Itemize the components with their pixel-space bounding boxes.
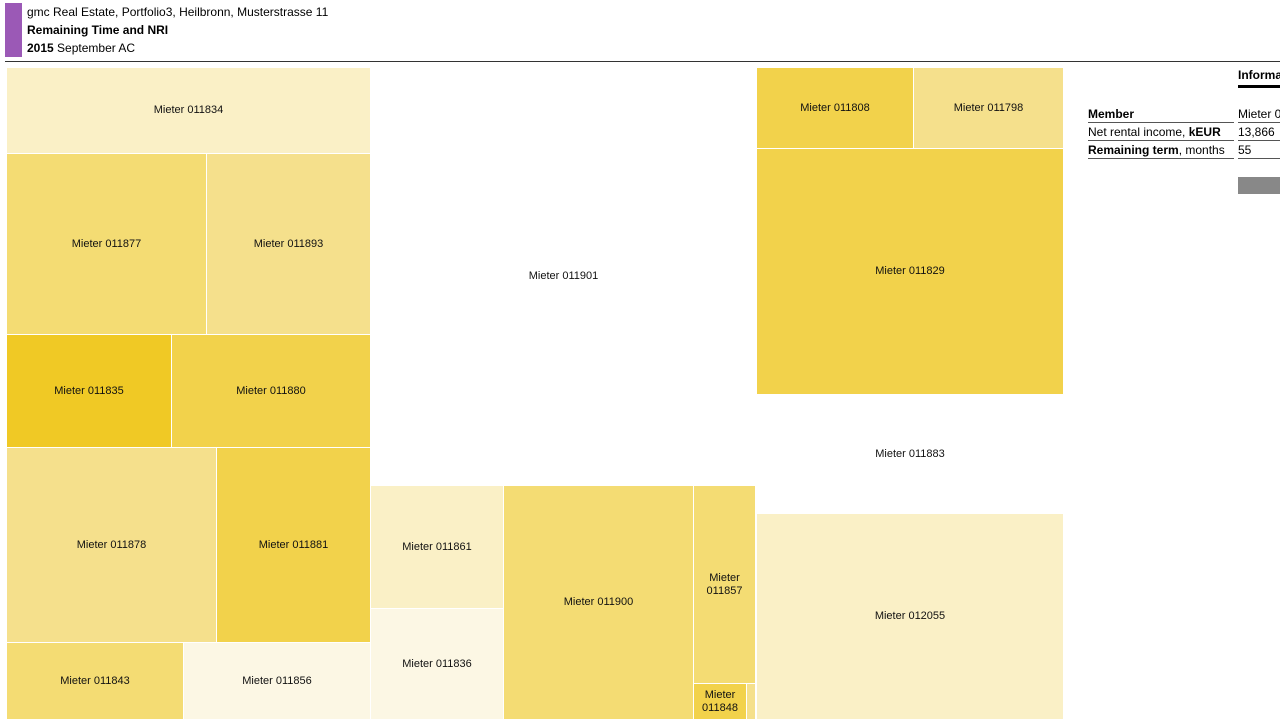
report-title: Remaining Time and NRI: [27, 23, 169, 37]
treemap-tile-label: Mieter 011878: [76, 538, 147, 551]
treemap-tile[interactable]: Mieter 011843: [7, 643, 184, 720]
treemap-tile-label: Mieter 011877: [71, 237, 142, 250]
treemap-tile-label: Mieter 011900: [563, 596, 634, 608]
treemap-tile[interactable]: Mieter 011798: [914, 68, 1064, 149]
treemap-tile-label: Mieter 011857: [706, 571, 743, 597]
treemap-tile[interactable]: Mieter 011829: [757, 149, 1064, 395]
treemap-tile-label: Mieter 011843: [60, 674, 130, 687]
net-rental-income-label: Net rental income, kEUR: [1088, 124, 1234, 141]
treemap-tile-label: Mieter 011836: [402, 657, 472, 670]
treemap-tile[interactable]: Mieter 011877: [7, 154, 207, 335]
treemap-tile-label: Mieter 011835: [54, 384, 124, 397]
report-period-label: September AC: [53, 41, 136, 55]
treemap-tile-label: Mieter 012055: [874, 610, 946, 622]
treemap-tile[interactable]: Mieter 011857: [694, 486, 756, 684]
treemap-tile-label: Mieter 011848: [702, 688, 738, 714]
treemap-tile-label: Mieter 011808: [800, 101, 870, 114]
treemap-tile[interactable]: [747, 684, 756, 720]
net-rental-income-value: 13,866: [1238, 124, 1280, 141]
treemap-tile-label: Mieter 011880: [236, 384, 306, 397]
treemap-tile[interactable]: Mieter 011861: [371, 486, 504, 609]
treemap-tile[interactable]: Mieter 011835: [7, 335, 172, 448]
report-year: 2015: [27, 41, 54, 55]
info-panel-title-underline: [1238, 85, 1280, 88]
treemap-tile-label: Mieter 011829: [875, 265, 945, 277]
info-panel-button[interactable]: [1238, 177, 1280, 194]
remaining-term-value: 55: [1238, 142, 1280, 159]
treemap-tile[interactable]: Mieter 011878: [7, 448, 217, 643]
treemap-tile-label: Mieter 011798: [953, 101, 1024, 114]
member-value: Mieter 0: [1238, 106, 1280, 123]
remaining-term-label: Remaining term, months: [1088, 142, 1234, 159]
info-row-member: Member Mieter 0: [1088, 106, 1280, 124]
report-period: 2015 September AC: [27, 39, 135, 57]
treemap-tile[interactable]: Mieter 011900: [504, 486, 694, 720]
treemap-tile-label: Mieter 011883: [875, 447, 945, 460]
info-panel-title: Informa: [1238, 68, 1280, 82]
treemap-tile-label: Mieter 011901: [528, 270, 599, 282]
treemap-tile[interactable]: Mieter 011808: [757, 68, 914, 149]
treemap-tile[interactable]: Mieter 012055: [757, 514, 1064, 720]
report-context: gmc Real Estate, Portfolio3, Heilbronn, …: [27, 5, 329, 19]
treemap-tile[interactable]: Mieter 011834: [7, 68, 371, 154]
treemap-tile[interactable]: Mieter 011836: [371, 609, 504, 720]
treemap-tile[interactable]: Mieter 011880: [172, 335, 371, 448]
treemap-tile-label: Mieter 011881: [258, 538, 329, 551]
treemap-tile[interactable]: Mieter 011893: [207, 154, 371, 335]
treemap-tile[interactable]: Mieter 011881: [217, 448, 371, 643]
header-divider: [5, 61, 1280, 62]
treemap-tile-label: Mieter 011856: [242, 674, 312, 687]
info-row-remaining-term: Remaining term, months 55: [1088, 142, 1280, 160]
info-row-net-rental-income: Net rental income, kEUR 13,866: [1088, 124, 1280, 142]
treemap-tile-label: Mieter 011861: [402, 540, 472, 553]
member-label: Member: [1088, 106, 1234, 123]
treemap-tile-label: Mieter 011834: [153, 104, 224, 116]
treemap-tile[interactable]: Mieter 011856: [184, 643, 371, 720]
accent-bar: [5, 3, 22, 57]
treemap-tile[interactable]: Mieter 011848: [694, 684, 747, 720]
treemap-tile[interactable]: Mieter 011883: [757, 395, 1064, 514]
treemap-tile-label: Mieter 011893: [253, 237, 324, 250]
treemap-tile[interactable]: Mieter 011901: [371, 68, 757, 486]
report-header: gmc Real Estate, Portfolio3, Heilbronn, …: [0, 0, 1280, 62]
